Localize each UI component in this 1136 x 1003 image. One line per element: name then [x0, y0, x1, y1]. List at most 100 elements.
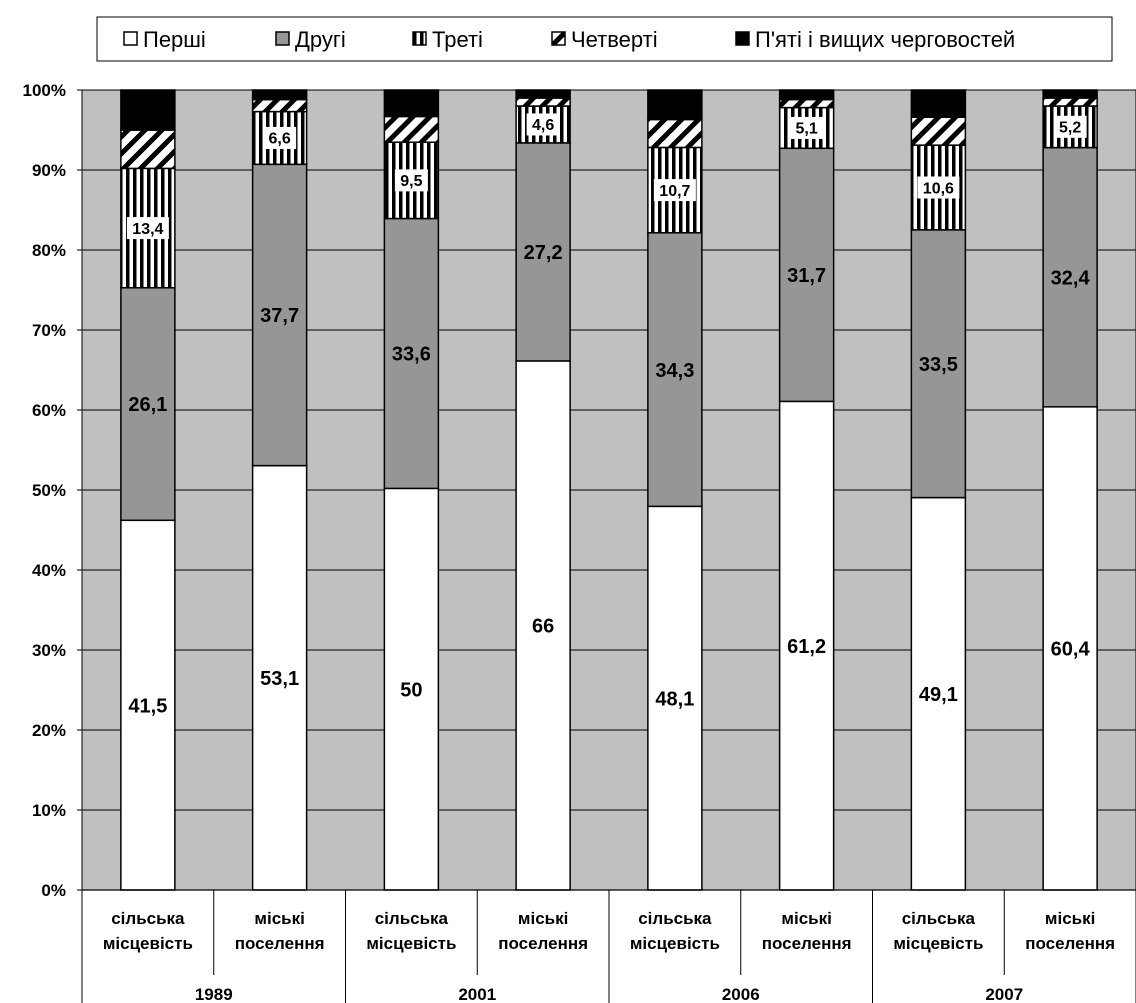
data-label-background: [1053, 115, 1087, 138]
data-label: 26,1: [128, 394, 167, 416]
data-label-background: [917, 176, 960, 199]
bar-segment: [383, 115, 440, 143]
bar-segment: [647, 232, 703, 508]
bar-segment: [383, 487, 440, 891]
bar-segment: [251, 98, 308, 113]
data-label: 41,5: [128, 695, 167, 717]
bar-segment: [251, 464, 308, 891]
x-category-label: сільська: [638, 909, 712, 928]
bar-segment: [1042, 406, 1098, 891]
data-label: 33,6: [392, 344, 431, 366]
y-tick-label: 20%: [32, 721, 66, 740]
data-label: 37,7: [260, 305, 299, 327]
x-category-label: міські: [254, 909, 304, 928]
bar-segment: [778, 400, 835, 891]
legend-label: Треті: [432, 27, 483, 52]
y-tick-label: 80%: [32, 241, 66, 260]
data-label: 61,2: [787, 636, 826, 658]
bar-segment: [515, 97, 571, 107]
bar-segment: [778, 89, 835, 101]
x-category-label: поселення: [1025, 934, 1115, 953]
data-label: 33,5: [919, 354, 958, 376]
bar-segment: [120, 287, 176, 522]
y-tick-label: 100%: [23, 81, 66, 100]
legend-swatch: [412, 31, 427, 46]
legend-label: Перші: [143, 27, 206, 52]
bar-segment: [910, 229, 967, 499]
axes: 0% 10% 20% 30% 40% 50% 60% 70% 80% 90% 100% сільськ…: [23, 81, 1136, 1003]
data-label: 9,5: [400, 173, 422, 190]
x-category-label: поселення: [235, 934, 325, 953]
data-label: 31,7: [787, 265, 826, 287]
y-tick-label: 70%: [32, 321, 66, 340]
data-label: 48,1: [655, 688, 694, 710]
x-category-label: міські: [1045, 909, 1095, 928]
data-label: 5,1: [796, 121, 818, 138]
bar-segment: [778, 98, 835, 109]
legend-label: Другі: [295, 27, 346, 52]
x-category-label: місцевість: [103, 934, 193, 953]
data-label-background: [126, 217, 169, 240]
data-label: 13,4: [132, 221, 163, 238]
legend-label: П'яті і вищих черговостей: [755, 27, 1015, 52]
data-label: 5,2: [1059, 120, 1081, 137]
data-label: 49,1: [919, 684, 958, 706]
bar-segment: [647, 89, 703, 121]
x-group-label: 2001: [458, 985, 496, 1003]
bar-segment: [515, 89, 571, 99]
bar-segment: [383, 89, 440, 118]
data-label-background: [394, 169, 428, 192]
bar-segment: [515, 142, 571, 362]
bar-segment: [1042, 89, 1098, 99]
x-category-label: місцевість: [893, 934, 983, 953]
data-label: 60,4: [1051, 639, 1091, 661]
legend-box: [96, 16, 1113, 62]
data-label: 6,6: [269, 131, 291, 148]
x-category-label: сільська: [111, 909, 185, 928]
data-label-background: [526, 113, 560, 136]
bar-segment: [120, 89, 176, 131]
bar-segment: [1042, 146, 1098, 408]
legend-swatch: [275, 31, 290, 46]
data-label-background: [263, 126, 297, 149]
legend-swatch: [551, 31, 566, 46]
data-label: 66: [532, 616, 554, 638]
legend: Перші Другі Треті Четверті П'яті і вищих чер…: [96, 16, 1113, 62]
y-tick-label: 30%: [32, 641, 66, 660]
x-category-label: сільська: [902, 909, 976, 928]
bar-segment: [910, 116, 967, 146]
bar-segment: [251, 89, 308, 101]
x-group-label: 2007: [985, 985, 1023, 1003]
bar-segment: [647, 118, 703, 149]
data-label: 27,2: [524, 242, 563, 264]
bar-segment: [120, 519, 176, 891]
y-tick-label: 40%: [32, 561, 66, 580]
x-category-label: місцевість: [630, 934, 720, 953]
bar-segment: [1042, 97, 1098, 107]
legend-swatch: [735, 31, 750, 46]
x-category-label: місцевість: [366, 934, 456, 953]
data-label: 34,3: [655, 360, 694, 382]
y-tick-label: 10%: [32, 801, 66, 820]
data-label: 32,4: [1051, 267, 1091, 289]
data-label: 10,6: [923, 180, 954, 197]
y-tick-label: 50%: [32, 481, 66, 500]
legend-label: Четверті: [571, 27, 658, 52]
x-category-label: міські: [781, 909, 831, 928]
x-category-label: міські: [518, 909, 568, 928]
plot-area: 41,5 26,1 13,4 53,1 37,7 6,6 50 33,6 9,5 66 27,2 4,…: [81, 89, 1136, 891]
data-label: 50: [400, 679, 422, 701]
bar-segment: [910, 89, 967, 118]
bar-segment: [120, 129, 176, 170]
bar-segment: [251, 163, 308, 467]
bar-segment: [515, 360, 571, 891]
data-label-background: [653, 179, 696, 202]
y-tick-label: 90%: [32, 161, 66, 180]
y-tick-label: 0%: [41, 881, 66, 900]
y-tick-label: 60%: [32, 401, 66, 420]
x-category-label: поселення: [762, 934, 852, 953]
data-label: 4,6: [532, 117, 554, 134]
x-category-label: сільська: [375, 909, 449, 928]
bar-segment: [910, 496, 967, 891]
